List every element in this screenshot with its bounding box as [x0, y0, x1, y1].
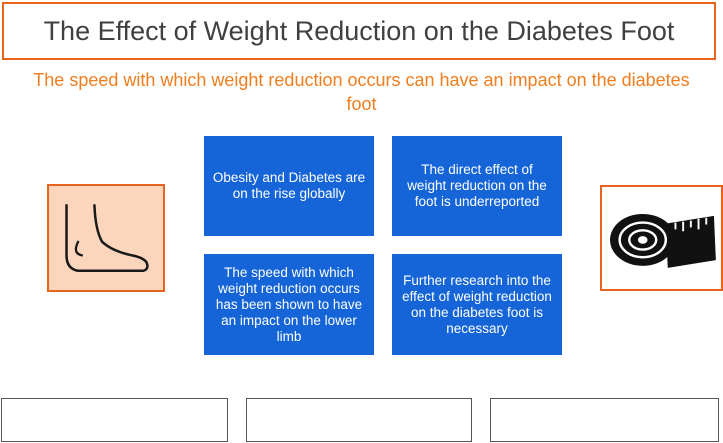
empty-box-right	[490, 398, 719, 442]
foot-icon-box	[47, 184, 165, 292]
measuring-tape-icon	[610, 213, 716, 268]
info-card: Further research into the effect of weig…	[392, 254, 562, 355]
tape-icon-box	[600, 185, 723, 291]
subtitle: The speed with which weight reduction oc…	[33, 70, 690, 114]
info-card-text: The direct effect of weight reduction on…	[407, 162, 547, 209]
info-card: The speed with which weight reduction oc…	[204, 254, 374, 355]
info-card: The direct effect of weight reduction on…	[392, 136, 562, 236]
info-card-text: Further research into the effect of weig…	[402, 272, 552, 336]
info-card-text: The speed with which weight reduction oc…	[215, 264, 363, 344]
info-card-text: Obesity and Diabetes are on the rise glo…	[212, 170, 366, 201]
title-box: The Effect of Weight Reduction on the Di…	[2, 2, 716, 60]
page-title: The Effect of Weight Reduction on the Di…	[43, 15, 675, 46]
foot-icon	[65, 204, 149, 272]
empty-box-left	[1, 398, 228, 442]
info-card: Obesity and Diabetes are on the rise glo…	[204, 136, 374, 236]
empty-box-center	[246, 398, 472, 442]
